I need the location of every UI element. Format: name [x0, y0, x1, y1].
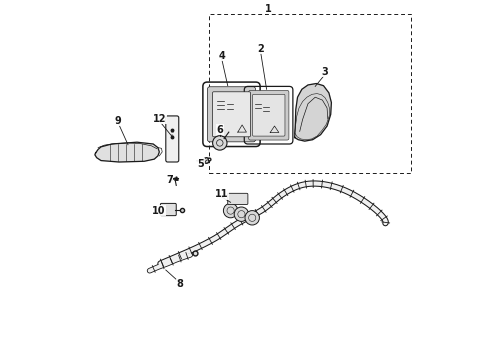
Circle shape — [213, 136, 227, 150]
Text: 3: 3 — [321, 67, 328, 77]
Text: 8: 8 — [177, 279, 184, 289]
Polygon shape — [95, 142, 159, 162]
Text: 1: 1 — [265, 4, 272, 14]
FancyBboxPatch shape — [208, 87, 255, 142]
Text: 7: 7 — [166, 175, 173, 185]
FancyBboxPatch shape — [160, 203, 176, 216]
Text: 5: 5 — [197, 159, 204, 169]
FancyBboxPatch shape — [213, 92, 250, 137]
Polygon shape — [294, 84, 331, 141]
Text: 12: 12 — [153, 114, 167, 124]
Text: hh
bh: hh bh — [171, 130, 174, 138]
FancyBboxPatch shape — [228, 193, 248, 204]
Text: 10: 10 — [152, 206, 165, 216]
Text: 9: 9 — [115, 116, 122, 126]
Text: 2: 2 — [257, 44, 264, 54]
Circle shape — [245, 211, 259, 225]
FancyBboxPatch shape — [248, 90, 289, 140]
Text: 4: 4 — [218, 51, 225, 61]
Circle shape — [234, 207, 248, 221]
Bar — [209, 14, 411, 173]
FancyBboxPatch shape — [252, 94, 285, 136]
FancyBboxPatch shape — [166, 116, 179, 162]
Text: 11: 11 — [215, 189, 228, 199]
Circle shape — [223, 203, 238, 218]
Text: 6: 6 — [217, 125, 223, 135]
